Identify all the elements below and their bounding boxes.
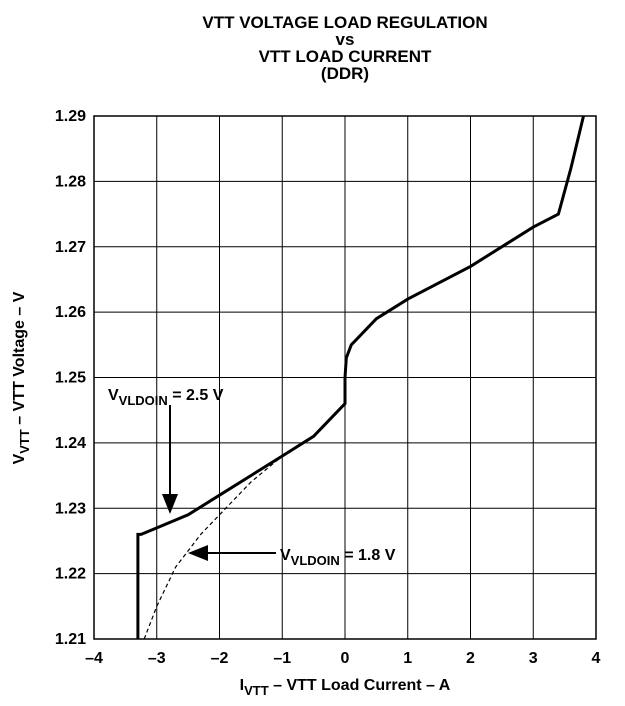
x-tick-label: –2 bbox=[211, 650, 229, 667]
y-tick-label: 1.24 bbox=[55, 435, 86, 452]
y-tick-label: 1.29 bbox=[55, 108, 86, 125]
annotation: VVLDOIN = 1.8 V bbox=[280, 547, 396, 568]
chart-title: vs bbox=[336, 30, 355, 49]
annotation-sub: VLDOIN bbox=[119, 393, 168, 408]
x-tick-label: 3 bbox=[529, 650, 538, 667]
x-tick-label: 2 bbox=[466, 650, 475, 667]
annotation: VVLDOIN = 2.5 V bbox=[108, 387, 224, 408]
x-tick-label: 1 bbox=[403, 650, 412, 667]
y-axis-label-sub: VTT bbox=[17, 429, 32, 454]
x-axis-label-main: I bbox=[240, 677, 244, 694]
annotation-rest: = 1.8 V bbox=[340, 547, 396, 564]
y-tick-label: 1.28 bbox=[55, 173, 86, 190]
y-tick-label: 1.22 bbox=[55, 566, 86, 583]
x-tick-label: 0 bbox=[341, 650, 350, 667]
y-axis-label: VVTT – VTT Voltage – V bbox=[11, 291, 32, 464]
annotation-main: V bbox=[280, 547, 291, 564]
annotation-sub: VLDOIN bbox=[291, 553, 340, 568]
x-tick-label: –3 bbox=[148, 650, 166, 667]
y-tick-label: 1.26 bbox=[55, 304, 86, 321]
plot-frame bbox=[93, 115, 597, 640]
y-tick-label: 1.27 bbox=[55, 239, 86, 256]
x-tick-label: 4 bbox=[592, 650, 601, 667]
y-axis-label-main: V bbox=[11, 453, 28, 464]
y-tick-label: 1.23 bbox=[55, 500, 86, 517]
y-tick-label: 1.21 bbox=[55, 631, 86, 648]
x-axis-label: IVTT – VTT Load Current – A bbox=[240, 677, 451, 698]
x-tick-label: –1 bbox=[273, 650, 291, 667]
chart-title: VTT LOAD CURRENT bbox=[259, 47, 432, 66]
x-axis-label-rest: – VTT Load Current – A bbox=[269, 677, 451, 694]
chart-title: VTT VOLTAGE LOAD REGULATION bbox=[202, 13, 487, 32]
annotation-main: V bbox=[108, 387, 119, 404]
y-tick-label: 1.25 bbox=[55, 370, 86, 387]
x-axis-label-sub: VTT bbox=[244, 683, 269, 698]
chart-title: (DDR) bbox=[321, 64, 369, 83]
x-tick-label: –4 bbox=[85, 650, 103, 667]
annotation-rest: = 2.5 V bbox=[168, 387, 224, 404]
y-axis-label-rest: – VTT Voltage – V bbox=[11, 291, 28, 429]
